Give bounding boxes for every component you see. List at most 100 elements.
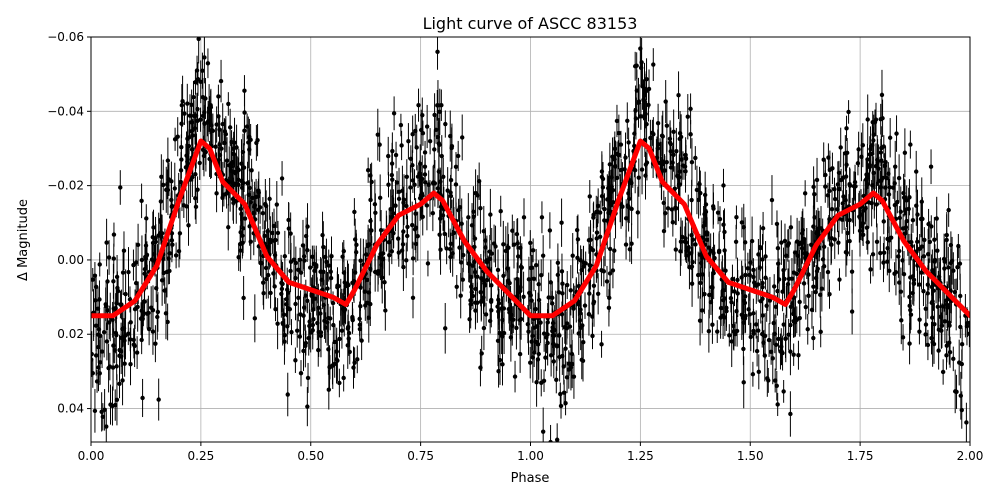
data-point: [184, 204, 189, 209]
data-point: [856, 147, 861, 152]
data-point: [533, 339, 539, 345]
data-point: [514, 294, 520, 299]
data-point: [282, 339, 287, 344]
data-point: [829, 206, 835, 212]
data-point: [501, 242, 506, 247]
data-point: [120, 378, 125, 383]
data-point: [316, 329, 321, 335]
data-point: [575, 237, 581, 242]
data-point: [454, 284, 459, 290]
data-point: [864, 172, 869, 177]
data-point: [863, 206, 868, 211]
data-point: [346, 336, 351, 341]
data-point: [797, 315, 802, 321]
data-point: [932, 237, 937, 242]
data-point: [741, 380, 746, 385]
data-point: [466, 215, 471, 220]
data-point: [664, 159, 669, 165]
data-point: [702, 291, 707, 297]
data-point: [678, 134, 684, 140]
data-point: [945, 305, 950, 310]
data-point: [236, 177, 241, 183]
data-point: [324, 259, 329, 265]
data-point: [642, 91, 647, 96]
data-point: [932, 257, 938, 263]
data-point: [323, 325, 328, 330]
data-point: [270, 230, 275, 236]
data-point: [949, 258, 955, 263]
data-point: [482, 283, 487, 288]
data-point: [106, 320, 112, 325]
data-point: [505, 245, 511, 250]
data-point: [721, 183, 726, 188]
data-point: [847, 238, 852, 244]
data-point: [521, 215, 527, 220]
data-point: [908, 312, 914, 317]
data-point: [795, 253, 801, 259]
data-point: [368, 266, 373, 272]
data-point: [793, 315, 798, 320]
data-point: [870, 252, 876, 257]
data-point: [728, 295, 734, 301]
data-point: [569, 351, 575, 357]
data-point: [731, 323, 736, 329]
data-point: [768, 349, 774, 355]
data-point: [139, 198, 144, 204]
data-point: [539, 273, 544, 278]
data-point: [936, 327, 942, 332]
data-point: [205, 120, 210, 125]
data-point: [240, 226, 246, 231]
data-point: [763, 275, 768, 280]
data-point: [644, 160, 650, 165]
data-point: [790, 301, 795, 306]
data-point: [202, 110, 207, 115]
data-point: [894, 131, 899, 136]
data-point: [239, 178, 245, 184]
data-point: [612, 146, 618, 151]
data-point: [591, 212, 596, 218]
data-point: [567, 324, 573, 329]
data-point: [497, 330, 502, 336]
data-point: [708, 299, 714, 305]
data-point: [766, 337, 772, 343]
data-point: [114, 274, 120, 280]
data-point: [97, 262, 102, 267]
data-point: [754, 348, 760, 354]
data-point: [864, 182, 870, 187]
data-point: [144, 311, 150, 316]
x-axis-label: Phase: [511, 471, 550, 486]
data-point: [932, 322, 937, 327]
data-point: [260, 211, 266, 216]
data-point: [239, 161, 244, 166]
data-point: [401, 197, 407, 202]
data-point: [794, 271, 800, 277]
data-point: [655, 120, 661, 126]
data-point: [351, 365, 356, 370]
data-point: [788, 322, 793, 328]
data-point: [122, 361, 127, 366]
data-point: [271, 271, 276, 276]
data-point: [369, 228, 374, 233]
data-point: [788, 225, 794, 230]
data-point: [536, 351, 541, 357]
data-point: [561, 390, 567, 395]
data-point: [729, 299, 734, 305]
data-point: [680, 163, 686, 168]
data-point: [838, 145, 843, 150]
data-point: [432, 112, 437, 118]
data-point: [930, 340, 935, 345]
data-point: [606, 305, 612, 311]
data-point: [393, 152, 399, 158]
data-point: [580, 323, 585, 328]
data-point: [400, 188, 405, 194]
data-point: [742, 300, 748, 306]
data-point: [581, 260, 586, 265]
data-point: [448, 241, 454, 247]
data-point: [545, 340, 550, 346]
data-point: [896, 175, 902, 181]
data-point: [751, 274, 756, 280]
data-point: [664, 123, 670, 128]
data-point: [146, 326, 152, 332]
data-point: [97, 360, 103, 365]
data-point: [925, 282, 931, 287]
